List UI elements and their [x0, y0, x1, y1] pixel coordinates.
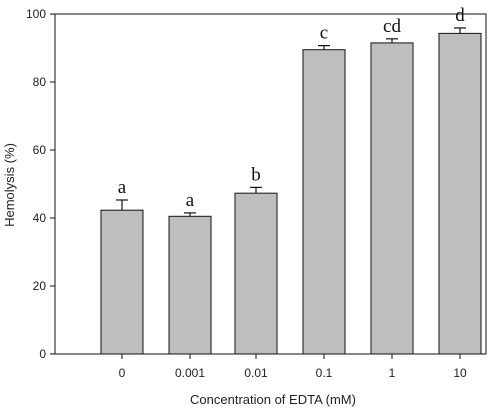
y-tick-label-100: 100	[26, 7, 46, 21]
significance-letter-0.001: a	[186, 190, 195, 211]
error-bar-0.001	[184, 212, 196, 217]
x-tick-label-1: 1	[389, 366, 396, 380]
bar-10	[438, 32, 482, 355]
y-axis-label: Hemolysis (%)	[2, 143, 17, 227]
significance-letter-10: d	[455, 5, 465, 26]
error-bar-0.1	[318, 45, 330, 50]
y-tick-label-0: 0	[39, 347, 46, 361]
y-tick-label-80: 80	[33, 75, 47, 89]
bar-0	[100, 209, 144, 355]
y-tick-label-40: 40	[33, 211, 47, 225]
error-bar-10	[454, 27, 466, 34]
error-bar-0	[116, 199, 128, 211]
y-tick-label-20: 20	[33, 279, 47, 293]
bar-0.1	[302, 49, 346, 355]
x-axis-label: Concentration of EDTA (mM)	[190, 392, 356, 407]
significance-letter-0.01: b	[251, 164, 261, 185]
x-tick-label-10: 10	[453, 366, 467, 380]
y-tick-label-60: 60	[33, 143, 47, 157]
bar-0.001	[168, 215, 212, 355]
x-tick-label-0.1: 0.1	[316, 366, 333, 380]
x-tick-label-0: 0	[119, 366, 126, 380]
x-axis: 0 0.001 0.01 0.1 1 10	[119, 354, 467, 380]
x-tick-label-0.01: 0.01	[244, 366, 268, 380]
error-bars-group	[116, 27, 466, 217]
error-bar-1	[386, 38, 398, 43]
bars-group	[100, 32, 482, 355]
significance-letters-group: a a b c cd d	[118, 5, 465, 211]
error-bar-0.01	[250, 186, 262, 194]
significance-letter-1: cd	[383, 16, 401, 37]
significance-letter-0.1: c	[320, 23, 328, 44]
bar-1	[370, 42, 414, 355]
x-tick-label-0.001: 0.001	[175, 366, 205, 380]
significance-letter-0: a	[118, 177, 127, 198]
bar-0.01	[234, 192, 278, 355]
y-axis: 0 20 40 60 80 100	[26, 7, 55, 361]
